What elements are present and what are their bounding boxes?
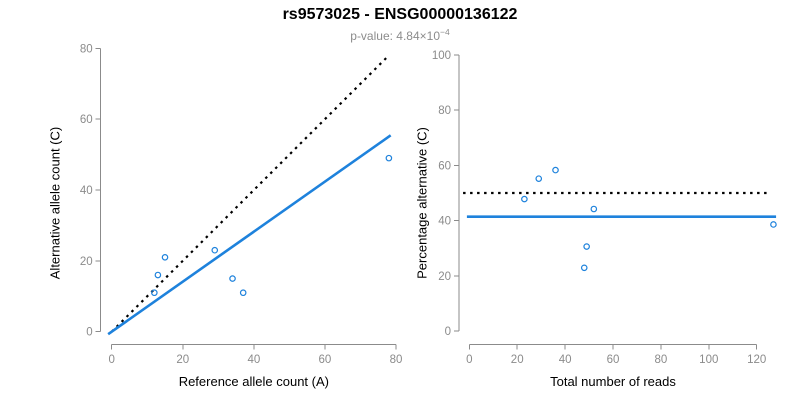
x-axis-title: Total number of reads <box>550 374 676 389</box>
y-tick-label: 60 <box>80 114 93 126</box>
y-tick-label: 40 <box>80 185 93 197</box>
y-axis-title: Percentage alternative (C) <box>414 127 429 279</box>
x-tick-label: 0 <box>466 354 472 366</box>
data-point <box>521 195 528 203</box>
x-tick-label: 0 <box>108 354 114 366</box>
data-point <box>239 289 247 297</box>
x-tick-label: 60 <box>607 354 620 366</box>
data-point <box>229 275 236 282</box>
y-tick-label: 60 <box>438 160 451 172</box>
x-tick-label: 40 <box>247 354 260 366</box>
y-tick-label: 100 <box>432 50 451 62</box>
chart-percentage-alternative: 0 20 40 60 80 100 0 20 40 60 80 100 120 Total number … <box>414 50 777 389</box>
data-point <box>154 271 162 279</box>
data-point <box>385 154 393 162</box>
figure-subtitle: p-value: 4.84×10−4 <box>0 27 800 43</box>
data-point <box>211 246 219 254</box>
y-tick-label: 20 <box>80 256 93 268</box>
x-tick-label: 80 <box>654 354 667 366</box>
x-tick-label: 60 <box>319 354 332 366</box>
x-axis-title: Reference allele count (A) <box>179 374 329 389</box>
y-tick-label: 0 <box>86 327 92 339</box>
pvalue-exponent: −4 <box>440 27 450 37</box>
data-point <box>590 205 598 213</box>
identity-line <box>110 54 390 333</box>
fit-line <box>107 134 392 336</box>
x-tick-label: 20 <box>511 354 524 366</box>
x-tick-label: 40 <box>559 354 572 366</box>
y-tick-label: 20 <box>438 271 451 283</box>
y-tick-label: 0 <box>445 326 451 338</box>
chart-allele-counts: 0 20 40 60 80 0 20 40 60 80 Reference allele count… <box>47 43 403 389</box>
data-point <box>770 221 777 228</box>
y-tick-label: 80 <box>80 43 93 55</box>
pvalue-text: p-value: 4.84×10 <box>350 29 441 43</box>
x-tick-label: 100 <box>699 354 718 366</box>
x-tick-label: 20 <box>176 354 189 366</box>
x-tick-label: 120 <box>747 354 766 366</box>
data-point <box>580 264 588 272</box>
data-point <box>535 175 543 182</box>
x-tick-label: 80 <box>390 354 403 366</box>
data-point <box>151 289 158 297</box>
y-axis-title: Alternative allele count (C) <box>47 127 62 279</box>
y-tick-label: 40 <box>438 216 451 228</box>
figure-title: rs9573025 - ENSG00000136122 <box>282 6 518 23</box>
data-point <box>161 254 169 261</box>
y-tick-label: 80 <box>438 105 451 117</box>
data-point <box>583 243 590 250</box>
data-point <box>552 166 559 174</box>
